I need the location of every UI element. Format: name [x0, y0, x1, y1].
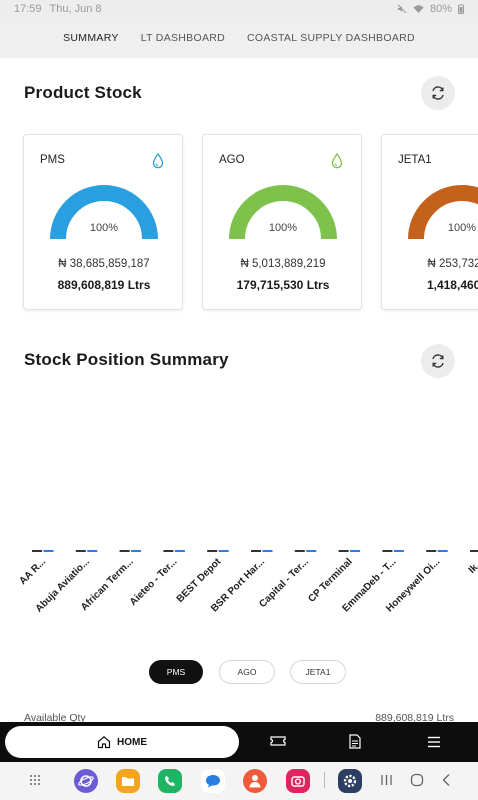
- stock-gauge: [229, 185, 337, 239]
- chart-bar[interactable]: [306, 550, 317, 552]
- chart-bar[interactable]: [87, 550, 98, 552]
- chart-bar[interactable]: [437, 550, 448, 552]
- battery-text: 80%: [429, 3, 452, 15]
- filter-ago-button[interactable]: AGO: [219, 660, 275, 684]
- document-icon[interactable]: [349, 734, 361, 749]
- chart-bar[interactable]: [75, 550, 86, 552]
- settings-app-icon[interactable]: [338, 769, 362, 793]
- ticket-icon[interactable]: [270, 734, 286, 748]
- chart-bar[interactable]: [350, 550, 361, 552]
- chart-bar[interactable]: [43, 550, 54, 552]
- stock-gauge: [408, 185, 478, 239]
- status-time: 17:59: [14, 3, 42, 15]
- chart-bar[interactable]: [393, 550, 404, 552]
- stock-position-chart: AA R...Abuja Aviatio...African Term...Ai…: [17, 550, 478, 615]
- app-drawer-icon[interactable]: [29, 774, 41, 786]
- available-qty-value: 889,608,819 Ltrs: [375, 712, 454, 724]
- home-nav-label: HOME: [117, 736, 147, 748]
- dock-divider: [324, 772, 325, 788]
- chart-bar[interactable]: [174, 550, 185, 552]
- card-product-name: PMS: [40, 154, 65, 166]
- home-system-icon[interactable]: [410, 773, 424, 787]
- recent-apps-icon[interactable]: [380, 774, 393, 786]
- refresh-icon: [432, 86, 444, 100]
- chart-bar[interactable]: [119, 550, 130, 552]
- available-qty-label: Available Qty: [24, 712, 86, 724]
- refresh-icon: [432, 354, 444, 368]
- chart-bar[interactable]: [32, 550, 42, 552]
- product-stock-title: Product Stock: [24, 83, 142, 102]
- files-app-icon[interactable]: [116, 769, 140, 793]
- stock-position-title: Stock Position Summary: [24, 350, 229, 369]
- status-date: Thu, Jun 8: [49, 3, 102, 15]
- mute-icon: [397, 4, 407, 14]
- stock-card-jeta1[interactable]: JETA1 100% ₦ 253,732,78 1,418,460,93: [381, 134, 478, 310]
- top-tabs: SUMMARY LT DASHBOARD COASTAL SUPPLY DASH…: [0, 18, 478, 58]
- chart-category-label: Ik...: [467, 556, 478, 576]
- tab-coastal-supply-dashboard[interactable]: COASTAL SUPPLY DASHBOARD: [247, 32, 415, 44]
- stock-position-refresh-button[interactable]: [421, 344, 455, 378]
- product-stock-refresh-button[interactable]: [421, 76, 455, 110]
- camera-app-icon[interactable]: [286, 769, 310, 793]
- stock-gauge: [50, 185, 158, 239]
- chart-category-label: BEST Depot: [175, 556, 224, 605]
- battery-icon: [458, 4, 464, 14]
- card-quantity: 179,715,530 Ltrs: [236, 278, 330, 292]
- phone-app-icon[interactable]: [158, 769, 182, 793]
- chart-bar[interactable]: [382, 550, 393, 552]
- home-nav-button[interactable]: HOME: [5, 726, 239, 758]
- contacts-app-icon[interactable]: [243, 769, 267, 793]
- chart-bar[interactable]: [163, 550, 174, 552]
- system-nav-bar: [0, 762, 478, 800]
- filter-jeta1-button[interactable]: JETA1: [290, 660, 346, 684]
- tab-summary[interactable]: SUMMARY: [63, 32, 119, 44]
- droplet-icon: [152, 153, 164, 169]
- gauge-percent: 100%: [447, 222, 477, 234]
- internet-app-icon[interactable]: [74, 769, 98, 793]
- card-product-name: AGO: [219, 154, 245, 166]
- wifi-icon: [413, 4, 424, 14]
- card-quantity: 1,418,460,93: [426, 278, 478, 292]
- menu-icon[interactable]: [427, 736, 441, 748]
- droplet-icon: [331, 153, 343, 169]
- chart-bar[interactable]: [207, 550, 218, 552]
- filter-pms-button[interactable]: PMS: [149, 660, 203, 684]
- chart-category-label: Aieteo - Ter...: [128, 556, 180, 608]
- available-qty-row: Available Qty 889,608,819 Ltrs: [24, 712, 454, 724]
- back-icon[interactable]: [441, 773, 451, 787]
- card-product-name: JETA1: [398, 154, 432, 166]
- chart-bar[interactable]: [218, 550, 229, 552]
- chart-bar[interactable]: [294, 550, 305, 552]
- card-amount: ₦ 38,685,859,187: [58, 258, 150, 270]
- stock-card-ago[interactable]: AGO 100% ₦ 5,013,889,219 179,715,530 Ltr…: [202, 134, 362, 310]
- tab-lt-dashboard[interactable]: LT DASHBOARD: [140, 32, 226, 44]
- chart-bar[interactable]: [262, 550, 273, 552]
- stock-card-pms[interactable]: PMS 100% ₦ 38,685,859,187 889,608,819 Lt…: [23, 134, 183, 310]
- card-amount: ₦ 253,732,78: [427, 258, 478, 270]
- chart-bar[interactable]: [470, 550, 478, 552]
- chart-category-label: CP Terminal: [306, 556, 355, 605]
- home-icon: [97, 736, 111, 749]
- chart-category-label: AA R...: [17, 556, 48, 587]
- card-amount: ₦ 5,013,889,219: [240, 258, 326, 270]
- messages-app-icon[interactable]: [201, 769, 225, 793]
- chart-bar[interactable]: [338, 550, 349, 552]
- chart-bar[interactable]: [426, 550, 437, 552]
- gauge-percent: 100%: [268, 222, 298, 234]
- status-bar: 17:59 Thu, Jun 8 80%: [0, 0, 478, 18]
- bottom-nav: HOME: [0, 722, 478, 762]
- card-quantity: 889,608,819 Ltrs: [57, 278, 151, 292]
- stock-cards-row: PMS 100% ₦ 38,685,859,187 889,608,819 Lt…: [23, 134, 478, 310]
- gauge-percent: 100%: [89, 222, 119, 234]
- chart-bar[interactable]: [251, 550, 261, 552]
- chart-bar[interactable]: [131, 550, 142, 552]
